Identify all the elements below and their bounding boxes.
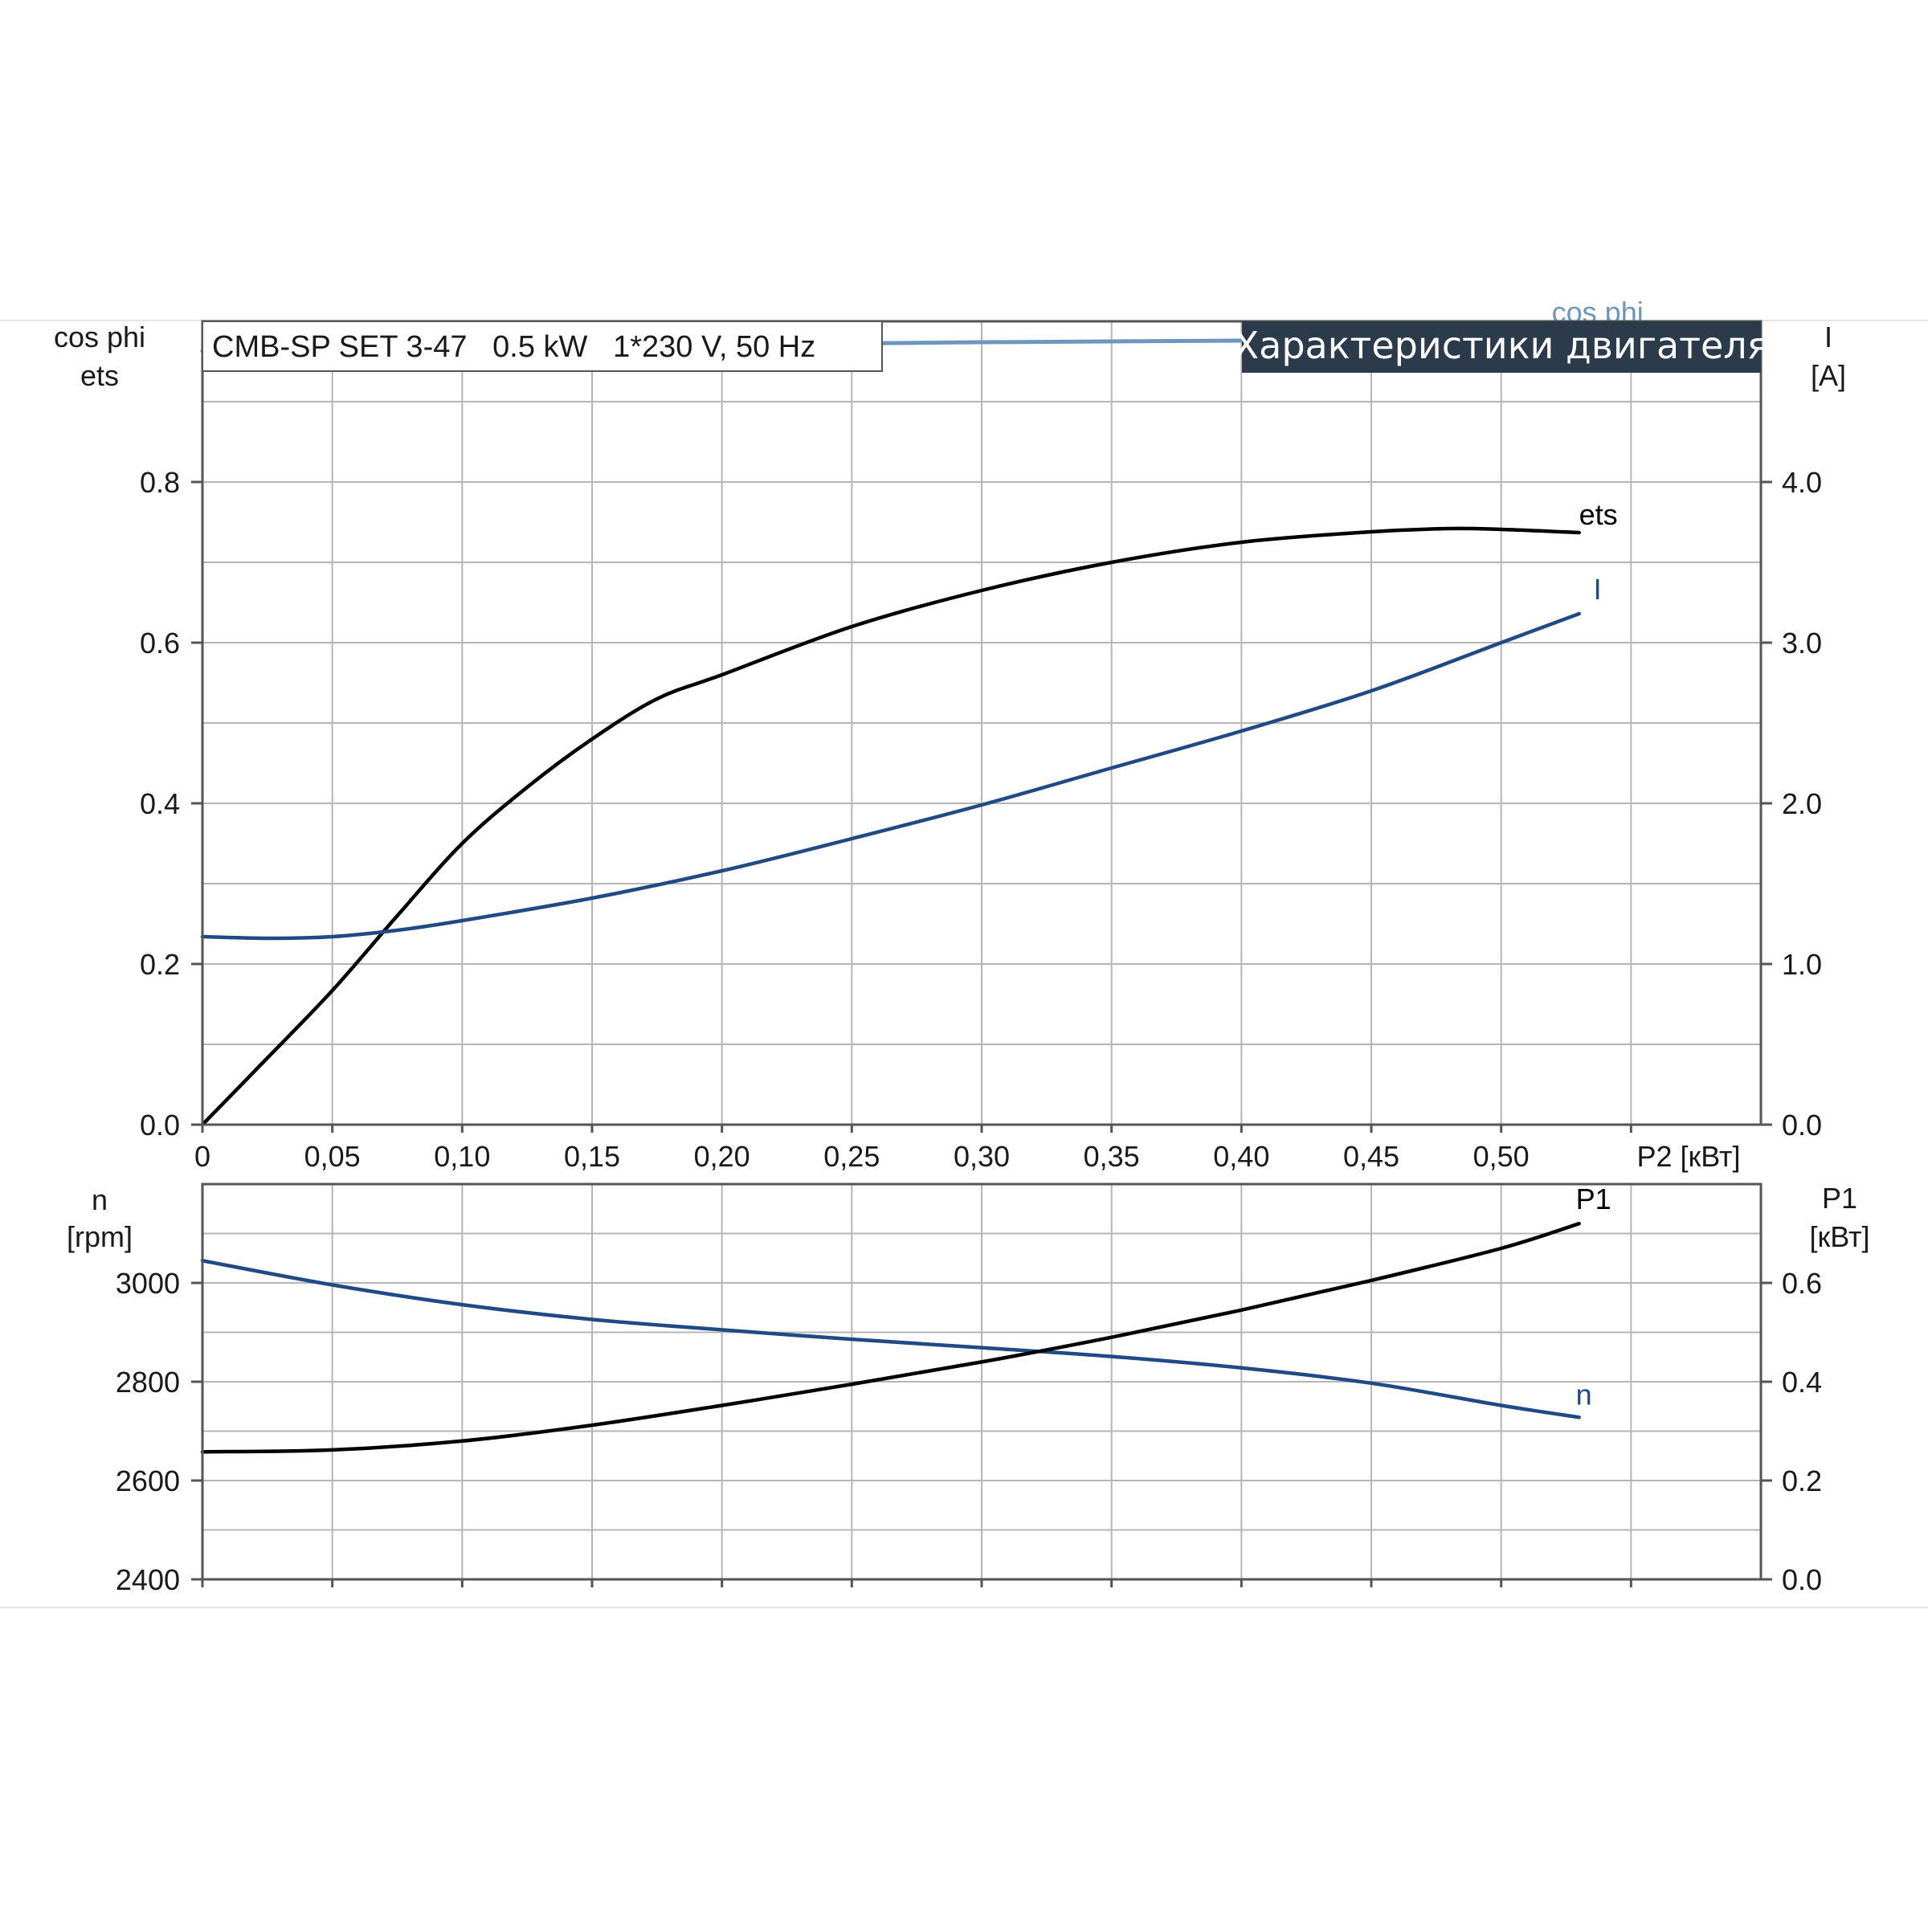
top-gridlines [202,321,1761,1125]
y-right-tick-label: 4.0 [1782,466,1822,499]
title-text: Характеристики двигателя [1234,324,1770,367]
series-n-label: n [1576,1378,1592,1411]
series-p1-line [200,1221,1581,1454]
left-axis-title-ets: ets [80,359,119,392]
x-tick-label: 0,25 [823,1140,880,1173]
y-right-tick-label: 0.0 [1782,1109,1822,1142]
y-left-tick-label: 0.2 [140,948,180,981]
model-box-text: CMB-SP SET 3-47 0.5 kW 1*230 V, 50 Hz [212,330,815,364]
x-tick-label: 0,35 [1084,1140,1140,1173]
y-left-tick-label: 0.6 [140,627,180,660]
model-box [202,321,883,372]
left-axis-title-n: n [92,1183,108,1216]
y-right-tick-label: 0.0 [1782,1563,1822,1596]
series-ets-label: ets [1579,498,1618,531]
top-tick-labels: 0.0 0.2 0.4 0.6 0.8 0.0 1.0 2.0 3.0 4.0 0 0,05 0,10 0… [140,466,1822,1173]
y-right-tick-label: 1.0 [1782,948,1822,981]
x-tick-label: 0,20 [694,1140,750,1173]
y-left-tick-label: 0.0 [140,1109,180,1142]
y-right-tick-label: 2.0 [1782,787,1822,820]
bottom-tick-labels: 2400 2600 2800 3000 0.0 0.2 0.4 0.6 [116,1267,1822,1596]
x-tick-label: 0,30 [954,1140,1010,1173]
x-tick-label: 0,10 [434,1140,490,1173]
left-axis-title-cosphi: cos phi [54,321,145,353]
left-axis-title-rpm: [rpm] [67,1220,133,1253]
x-tick-label: 0,45 [1343,1140,1399,1173]
right-axis-title-current: I [1824,321,1832,353]
y-left-tick-label: 3000 [116,1267,180,1300]
bottom-gridlines [202,1184,1761,1579]
bottom-plot: n P1 2400 2600 2800 3000 0.0 0.2 0.4 0.6 n [rpm]… [67,1182,1870,1596]
x-tick-label: 0 [194,1140,210,1173]
x-axis-title: P2 [кВт] [1636,1140,1740,1173]
x-tick-label: 0,50 [1473,1140,1530,1173]
series-n-line [200,1259,1581,1419]
y-left-tick-label: 2600 [116,1464,180,1497]
series-i-line [200,611,1581,941]
y-right-tick-label: 0.6 [1782,1267,1822,1300]
y-right-tick-label: 0.4 [1782,1366,1822,1399]
x-tick-label: 0,40 [1213,1140,1269,1173]
right-axis-title-p1: P1 [1822,1182,1857,1215]
y-left-tick-label: 0.8 [140,466,180,499]
y-left-tick-label: 2400 [116,1563,180,1596]
x-tick-label: 0,05 [304,1140,361,1173]
series-i-label: I [1594,573,1602,606]
right-axis-title-unit: [A] [1811,359,1846,392]
series-p1-label: P1 [1576,1182,1611,1215]
right-axis-title-kw: [кВт] [1809,1220,1869,1253]
y-right-tick-label: 3.0 [1782,627,1822,660]
y-right-tick-label: 0.2 [1782,1464,1822,1497]
top-plot: cos phi ets I 0.0 0.2 0.4 0.6 0.8 0.0 1.0 2.0 3.0 4… [54,296,1846,1173]
series-ets-line [200,526,1581,1127]
bottom-series: n P1 [200,1182,1611,1454]
y-left-tick-label: 0.4 [140,787,180,820]
x-tick-label: 0,15 [564,1140,620,1173]
y-left-tick-label: 2800 [116,1366,180,1399]
title-banner [1242,321,1761,373]
